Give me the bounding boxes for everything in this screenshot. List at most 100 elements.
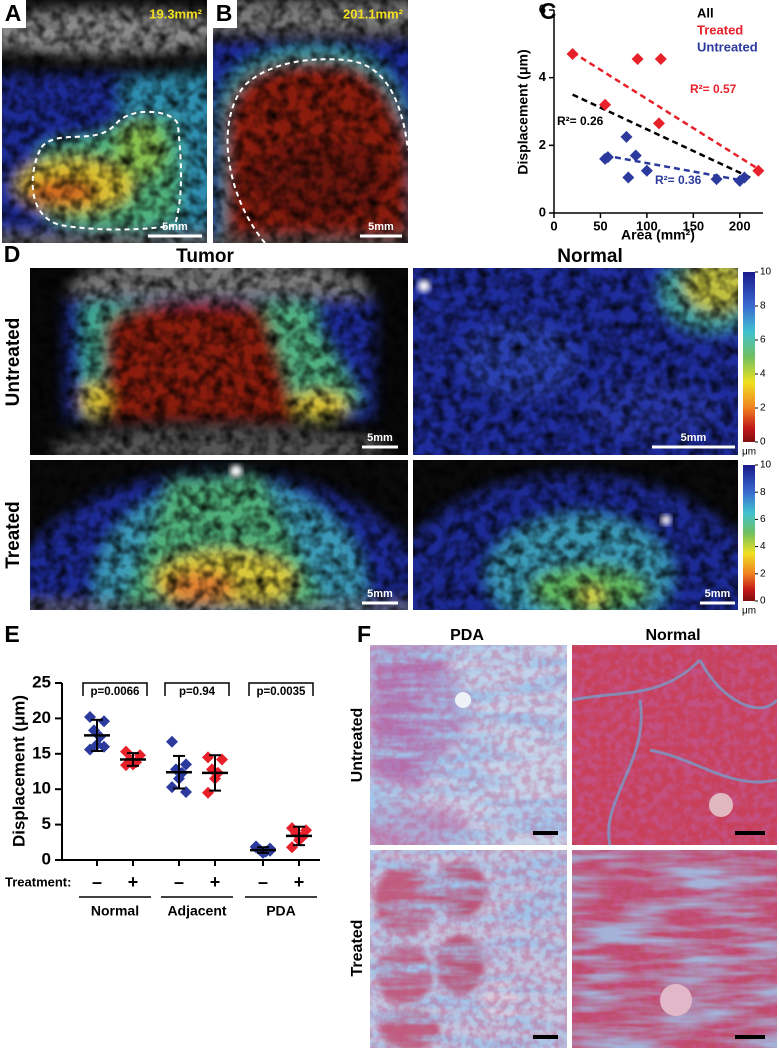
ultrasound-image-a-shape — [2, 0, 26, 28]
colorbar-unit: μm — [742, 447, 756, 458]
histology-normal-untreated — [572, 645, 777, 845]
row-label: Untreated — [3, 318, 24, 407]
fit-line — [571, 51, 760, 171]
colorbar-tick-label: 10 — [760, 460, 772, 471]
data-point — [120, 759, 132, 772]
data-point — [166, 781, 178, 794]
y-tick-label: 0 — [42, 849, 51, 868]
fit-line — [572, 93, 755, 181]
ultrasound-tumor-untreated — [30, 268, 408, 455]
x-tick-label: Adjacent — [167, 903, 226, 919]
ultrasound-tumor-treated-shape — [230, 465, 242, 477]
ultrasound-image-b — [213, 0, 408, 243]
data-point — [620, 130, 633, 143]
histology-pda-untreated — [370, 645, 567, 845]
ultrasound-image-b-shape — [213, 0, 237, 28]
colorbar-unit: μm — [742, 606, 756, 617]
data-point — [710, 173, 723, 186]
p-value: p=0.94 — [179, 686, 216, 698]
panel-letter: F — [357, 621, 371, 647]
colorbar — [743, 272, 755, 442]
p-value: p=0.0035 — [257, 686, 307, 698]
treatment-sign: + — [128, 872, 139, 892]
scale-bar-label: 5mm — [705, 588, 731, 600]
colorbar-tick-label: 10 — [760, 267, 772, 278]
y-tick-label: 2 — [539, 137, 546, 152]
x-tick-label: 200 — [729, 218, 751, 233]
data-point — [84, 743, 96, 756]
panel-letter: E — [4, 621, 19, 647]
scale-bar-label: 5mm — [367, 432, 393, 444]
data-point — [566, 47, 579, 60]
colorbar-tick-label: 2 — [760, 568, 766, 579]
data-point — [738, 171, 751, 184]
ultrasound-tumor-untreated-shape — [30, 268, 408, 455]
data-point — [599, 98, 612, 111]
area-label: 201.1mm² — [343, 6, 404, 21]
data-point — [652, 117, 665, 130]
colorbar-tick-label: 6 — [760, 335, 766, 346]
x-tick-label: 100 — [636, 218, 658, 233]
y-tick-label: 5 — [42, 814, 51, 833]
y-tick-label: 0 — [539, 204, 546, 219]
treatment-sign: + — [294, 872, 305, 892]
ultrasound-image-b-shape — [226, 58, 408, 243]
data-point — [752, 164, 765, 177]
ultrasound-tumor-treated — [30, 460, 408, 610]
ultrasound-normal-untreated-shape — [418, 280, 430, 292]
panel-letter: C — [540, 0, 557, 24]
column-title: Normal — [645, 627, 700, 644]
legend-entry: All — [697, 5, 714, 20]
data-point — [601, 151, 614, 164]
histology-pda-untreated-shape — [455, 692, 471, 708]
data-point — [640, 164, 653, 177]
x-axis-label: Area (mm²) — [621, 227, 695, 243]
x-tick-label: Normal — [91, 903, 139, 919]
y-axis-label: Displacement (μm) — [515, 49, 531, 174]
data-point — [631, 53, 644, 66]
ultrasound-image-b-shape — [213, 0, 408, 243]
histology-pda-untreated-shape — [370, 645, 567, 845]
ultrasound-normal-treated-shape — [413, 460, 738, 610]
histology-pda-treated — [370, 850, 567, 1048]
ultrasound-tumor-treated-shape — [30, 460, 408, 610]
histology-pda-treated-shape — [370, 850, 567, 1048]
panel-letter: A — [5, 0, 22, 26]
y-tick-label: 20 — [32, 708, 51, 727]
significance-bracket — [248, 682, 314, 696]
r2-label: R²= 0.57 — [690, 82, 737, 96]
ultrasound-image-a-shape — [31, 110, 183, 231]
scale-bar-label: 5mm — [367, 588, 393, 600]
colorbar-tick-label: 8 — [760, 301, 766, 312]
treatment-sign: + — [210, 872, 221, 892]
treatment-sign: – — [174, 872, 184, 892]
colorbar-tick-label: 4 — [760, 541, 766, 552]
ultrasound-normal-untreated-shape — [413, 268, 738, 455]
ultrasound-normal-treated — [413, 460, 738, 610]
x-tick-label: 50 — [593, 218, 607, 233]
area-label: 19.3mm² — [149, 6, 202, 21]
column-title: Tumor — [176, 246, 234, 267]
data-point — [180, 758, 192, 771]
y-tick-label: 25 — [32, 672, 51, 691]
data-point — [622, 171, 635, 184]
panel-letter: D — [4, 241, 21, 267]
data-point — [216, 753, 228, 766]
significance-bracket — [164, 682, 230, 696]
column-title: PDA — [450, 627, 484, 644]
y-tick-label: 10 — [32, 779, 51, 798]
data-point — [98, 740, 110, 753]
data-point — [98, 715, 110, 728]
panel-letter: B — [216, 0, 233, 26]
histology-normal-untreated-shape — [572, 658, 777, 845]
x-tick-label: PDA — [266, 903, 296, 919]
x-tick-label: 0 — [550, 218, 557, 233]
ultrasound-image-a — [2, 0, 207, 243]
x-tick-label: 150 — [682, 218, 704, 233]
legend-entry: Untreated — [697, 39, 758, 54]
ultrasound-normal-treated-shape — [661, 515, 671, 525]
significance-bracket — [82, 682, 148, 696]
row-label: Untreated — [349, 708, 366, 783]
